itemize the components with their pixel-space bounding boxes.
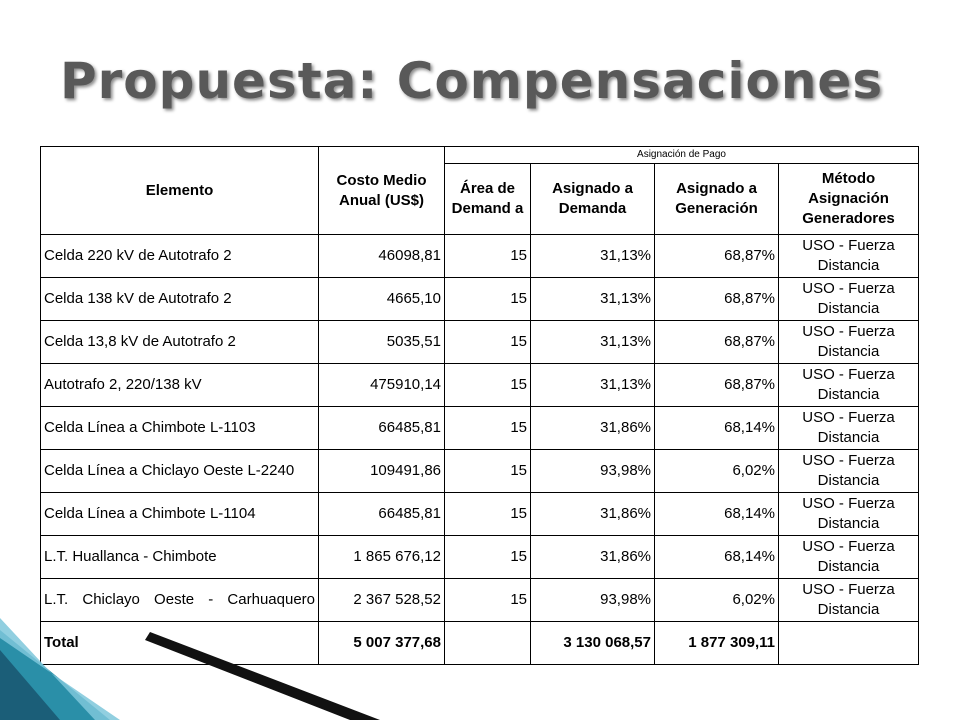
cell-costo: 2 367 528,52 <box>318 578 445 622</box>
cell-generacion: 68,14% <box>654 492 779 536</box>
cell-generacion: 68,87% <box>654 277 779 321</box>
cell-elemento: Celda Línea a Chiclayo Oeste L-2240 <box>40 449 319 493</box>
table-row: L.T. Chiclayo Oeste - Carhuaquero 2 367 … <box>40 578 920 622</box>
cell-area: 15 <box>444 492 531 536</box>
table-row: Celda Línea a Chimbote L-1104 66485,81 1… <box>40 492 920 536</box>
cell-generacion: 68,87% <box>654 320 779 364</box>
cell-elemento: Celda 138 kV de Autotrafo 2 <box>40 277 319 321</box>
cell-elemento: Celda Línea a Chimbote L-1103 <box>40 406 319 450</box>
cell-costo: 66485,81 <box>318 492 445 536</box>
cell-area: 15 <box>444 449 531 493</box>
total-metodo <box>777 621 920 665</box>
cell-generacion: 68,14% <box>654 406 779 450</box>
total-costo: 5 007 377,68 <box>318 621 445 665</box>
cell-costo: 109491,86 <box>318 449 445 493</box>
header-costo: Costo Medio Anual (US$) <box>318 146 445 235</box>
cell-area: 15 <box>444 277 531 321</box>
cell-demanda: 93,98% <box>530 578 655 622</box>
total-area <box>444 621 531 665</box>
cell-demanda: 31,86% <box>530 406 655 450</box>
slide-title: Propuesta: Compensaciones <box>60 52 884 110</box>
cell-metodo: USO - Fuerza Distancia <box>777 277 920 321</box>
table-row: Celda 138 kV de Autotrafo 2 4665,10 15 3… <box>40 277 920 321</box>
header-elemento: Elemento <box>40 146 319 235</box>
cell-costo: 46098,81 <box>318 234 445 278</box>
cell-demanda: 31,86% <box>530 535 655 579</box>
total-demanda: 3 130 068,57 <box>530 621 655 665</box>
cell-elemento: Autotrafo 2, 220/138 kV <box>40 363 319 407</box>
cell-costo: 1 865 676,12 <box>318 535 445 579</box>
cell-costo: 5035,51 <box>318 320 445 364</box>
cell-demanda: 31,13% <box>530 234 655 278</box>
cell-metodo: USO - Fuerza Distancia <box>777 535 920 579</box>
header-metodo: Método Asignación Generadores <box>777 163 920 235</box>
cell-metodo: USO - Fuerza Distancia <box>777 492 920 536</box>
cell-demanda: 31,13% <box>530 363 655 407</box>
cell-demanda: 93,98% <box>530 449 655 493</box>
table-total-row: Total 5 007 377,68 3 130 068,57 1 877 30… <box>40 621 920 665</box>
cell-metodo: USO - Fuerza Distancia <box>777 234 920 278</box>
table-row: Celda Línea a Chiclayo Oeste L-2240 1094… <box>40 449 920 493</box>
header-demanda: Asignado a Demanda <box>530 163 655 235</box>
cell-elemento: L.T. Chiclayo Oeste - Carhuaquero <box>40 578 319 622</box>
cell-costo: 66485,81 <box>318 406 445 450</box>
cell-area: 15 <box>444 320 531 364</box>
cell-elemento: Celda Línea a Chimbote L-1104 <box>40 492 319 536</box>
cell-metodo: USO - Fuerza Distancia <box>777 449 920 493</box>
cell-area: 15 <box>444 535 531 579</box>
table-row: Autotrafo 2, 220/138 kV 475910,14 15 31,… <box>40 363 920 407</box>
table-row: Celda 220 kV de Autotrafo 2 46098,81 15 … <box>40 234 920 278</box>
cell-demanda: 31,13% <box>530 277 655 321</box>
cell-costo: 475910,14 <box>318 363 445 407</box>
cell-demanda: 31,13% <box>530 320 655 364</box>
header-area: Área de Demand a <box>444 163 531 235</box>
cell-area: 15 <box>444 406 531 450</box>
table-row: L.T. Huallanca - Chimbote 1 865 676,12 1… <box>40 535 920 579</box>
cell-area: 15 <box>444 578 531 622</box>
header-asignacion-group: Asignación de Pago <box>443 146 920 164</box>
cell-metodo: USO - Fuerza Distancia <box>777 578 920 622</box>
cell-metodo: USO - Fuerza Distancia <box>777 406 920 450</box>
header-generacion: Asignado a Generación <box>654 163 779 235</box>
cell-generacion: 68,87% <box>654 234 779 278</box>
cell-metodo: USO - Fuerza Distancia <box>777 363 920 407</box>
cell-generacion: 6,02% <box>654 578 779 622</box>
cell-generacion: 68,14% <box>654 535 779 579</box>
compensation-table: Elemento Costo Medio Anual (US$) Asignac… <box>40 146 920 665</box>
table-row: Celda Línea a Chimbote L-1103 66485,81 1… <box>40 406 920 450</box>
cell-elemento: L.T. Huallanca - Chimbote <box>40 535 319 579</box>
cell-elemento: Celda 13,8 kV de Autotrafo 2 <box>40 320 319 364</box>
cell-demanda: 31,86% <box>530 492 655 536</box>
cell-area: 15 <box>444 363 531 407</box>
cell-metodo: USO - Fuerza Distancia <box>777 320 920 364</box>
cell-area: 15 <box>444 234 531 278</box>
cell-costo: 4665,10 <box>318 277 445 321</box>
total-label: Total <box>40 621 319 665</box>
total-generacion: 1 877 309,11 <box>654 621 779 665</box>
cell-generacion: 6,02% <box>654 449 779 493</box>
cell-generacion: 68,87% <box>654 363 779 407</box>
cell-elemento: Celda 220 kV de Autotrafo 2 <box>40 234 319 278</box>
table-row: Celda 13,8 kV de Autotrafo 2 5035,51 15 … <box>40 320 920 364</box>
